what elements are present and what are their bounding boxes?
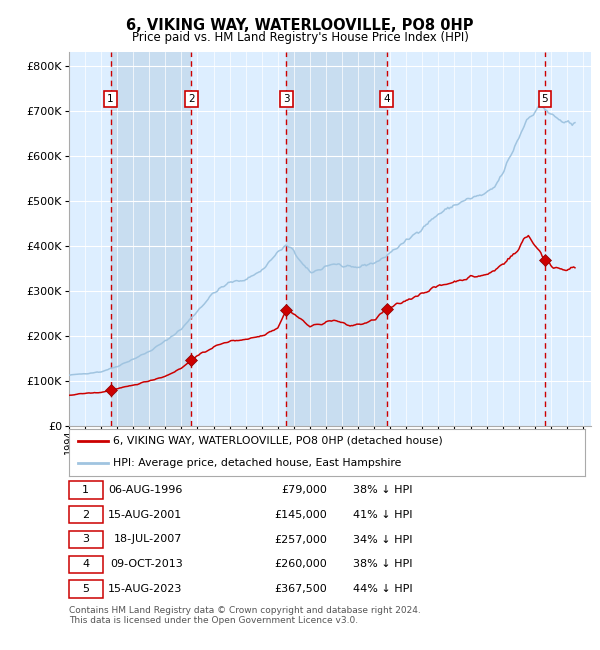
Text: 1: 1 <box>82 485 89 495</box>
FancyBboxPatch shape <box>69 531 103 548</box>
Text: £260,000: £260,000 <box>274 559 327 569</box>
Text: 6, VIKING WAY, WATERLOOVILLE, PO8 0HP: 6, VIKING WAY, WATERLOOVILLE, PO8 0HP <box>126 18 474 33</box>
Text: 3: 3 <box>82 534 89 545</box>
Bar <box>386 52 545 426</box>
Text: 15-AUG-2023: 15-AUG-2023 <box>108 584 182 594</box>
Text: 15-AUG-2001: 15-AUG-2001 <box>108 510 182 520</box>
FancyBboxPatch shape <box>69 556 103 573</box>
Bar <box>110 52 191 426</box>
Text: 41% ↓ HPI: 41% ↓ HPI <box>353 510 412 520</box>
FancyBboxPatch shape <box>69 506 103 523</box>
Text: 1: 1 <box>107 94 114 104</box>
Text: £79,000: £79,000 <box>281 485 327 495</box>
Text: 5: 5 <box>82 584 89 594</box>
Text: HPI: Average price, detached house, East Hampshire: HPI: Average price, detached house, East… <box>113 458 401 468</box>
Text: £145,000: £145,000 <box>274 510 327 520</box>
Text: 4: 4 <box>82 559 89 569</box>
Text: 3: 3 <box>283 94 290 104</box>
Bar <box>286 52 386 426</box>
Text: Contains HM Land Registry data © Crown copyright and database right 2024.
This d: Contains HM Land Registry data © Crown c… <box>69 606 421 625</box>
Text: 38% ↓ HPI: 38% ↓ HPI <box>353 485 412 495</box>
FancyBboxPatch shape <box>69 580 103 597</box>
Text: 4: 4 <box>383 94 390 104</box>
Text: Price paid vs. HM Land Registry's House Price Index (HPI): Price paid vs. HM Land Registry's House … <box>131 31 469 44</box>
Text: 6, VIKING WAY, WATERLOOVILLE, PO8 0HP (detached house): 6, VIKING WAY, WATERLOOVILLE, PO8 0HP (d… <box>113 436 443 446</box>
Text: 34% ↓ HPI: 34% ↓ HPI <box>353 534 412 545</box>
Text: 2: 2 <box>188 94 195 104</box>
Bar <box>191 52 286 426</box>
Text: 09-OCT-2013: 09-OCT-2013 <box>110 559 182 569</box>
Text: 38% ↓ HPI: 38% ↓ HPI <box>353 559 412 569</box>
Bar <box>69 52 110 426</box>
Text: 44% ↓ HPI: 44% ↓ HPI <box>353 584 412 594</box>
Text: 5: 5 <box>541 94 548 104</box>
Text: 18-JUL-2007: 18-JUL-2007 <box>114 534 182 545</box>
Bar <box>545 52 591 426</box>
Text: 06-AUG-1996: 06-AUG-1996 <box>108 485 182 495</box>
Text: £257,000: £257,000 <box>274 534 327 545</box>
FancyBboxPatch shape <box>69 482 103 499</box>
Text: £367,500: £367,500 <box>274 584 327 594</box>
Text: 2: 2 <box>82 510 89 520</box>
